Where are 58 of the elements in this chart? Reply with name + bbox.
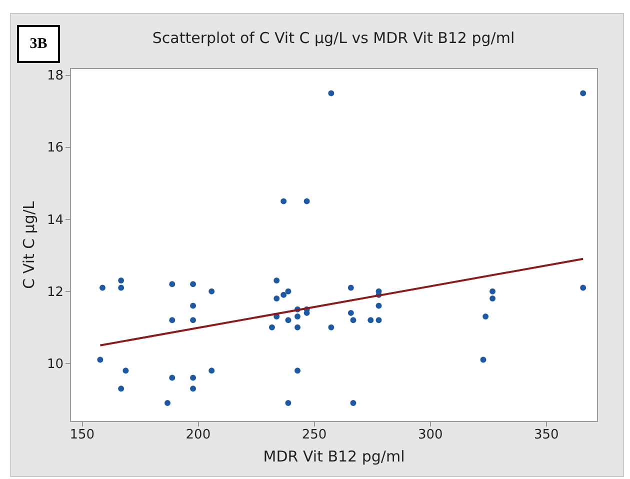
point [304,198,310,204]
point [285,317,292,324]
point [348,310,354,316]
chart-title: Scatterplot of C Vit C µg/L vs MDR Vit B12 pg/ml [152,29,515,47]
x-tick-label: 150 [70,428,95,442]
framed-label: 3B [17,25,60,63]
y-tick-label: 18 [46,68,64,84]
point [122,368,129,374]
point [190,386,196,392]
point [280,292,287,298]
point [100,284,106,291]
point [376,317,382,324]
point [294,314,301,320]
y-tick-label: 14 [46,212,64,228]
x-tick-label: 300 [418,428,443,442]
point [169,317,176,324]
point [208,368,215,374]
point [580,90,586,96]
point [97,356,104,363]
point [490,288,496,294]
point [118,284,124,291]
point [118,386,124,392]
y-tick-label: 12 [46,284,64,300]
point [169,374,176,381]
point [348,284,354,291]
point [190,317,196,324]
point [350,317,356,324]
point [274,296,280,302]
point [294,368,301,374]
point [268,324,275,330]
y-tick-label: 16 [46,140,64,156]
point [580,284,586,291]
y-tick-label: 10 [46,356,64,372]
x-axis-title: MDR Vit B12 pg/ml [263,448,405,466]
point [190,374,196,381]
point [328,90,334,96]
point [490,296,496,302]
point [190,302,196,309]
point [280,198,287,204]
point [376,302,382,309]
x-tick-label: 250 [302,428,327,442]
point [350,400,356,406]
point [480,356,486,363]
point [164,400,171,406]
point [285,400,292,406]
point [274,278,280,284]
point [190,281,196,288]
x-tick-label: 200 [186,428,211,442]
point [285,288,292,294]
point [169,281,176,288]
point [208,288,215,294]
point [328,324,334,330]
y-axis-title: C Vit C µg/L [20,200,38,289]
point [368,317,374,324]
x-tick-label: 350 [534,428,559,442]
point [294,324,301,330]
point [482,314,489,320]
point [118,278,124,284]
